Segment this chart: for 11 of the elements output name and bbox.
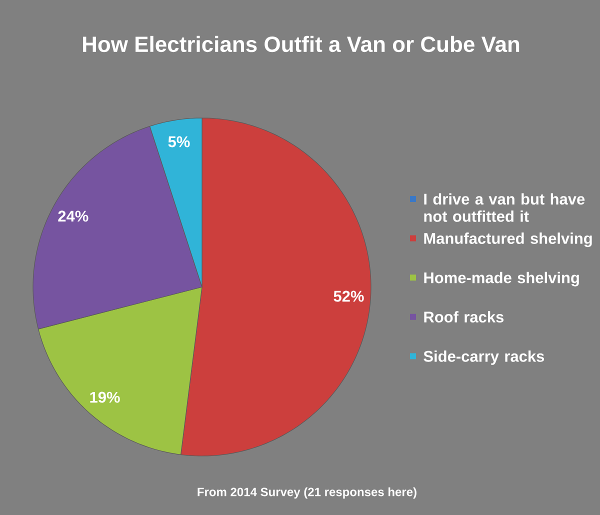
data-label: 5% [168,136,190,148]
legend-label: Roof racks [424,311,504,323]
text: From 2014 Survey (21 responses here) [198,487,416,499]
data-label: 24% [58,210,88,222]
legend-label: Home-made shelving [424,272,579,286]
legend-label: Manufactured shelving [424,232,592,248]
data-label: 19% [90,392,120,403]
legend-label: Side-carry racks [424,350,544,365]
chart-title: How Electricians Outfit a Van or Cube Van [83,36,520,52]
legend-label: I drive a van but have not outfitted it [424,193,585,222]
data-label: 52% [334,290,364,302]
